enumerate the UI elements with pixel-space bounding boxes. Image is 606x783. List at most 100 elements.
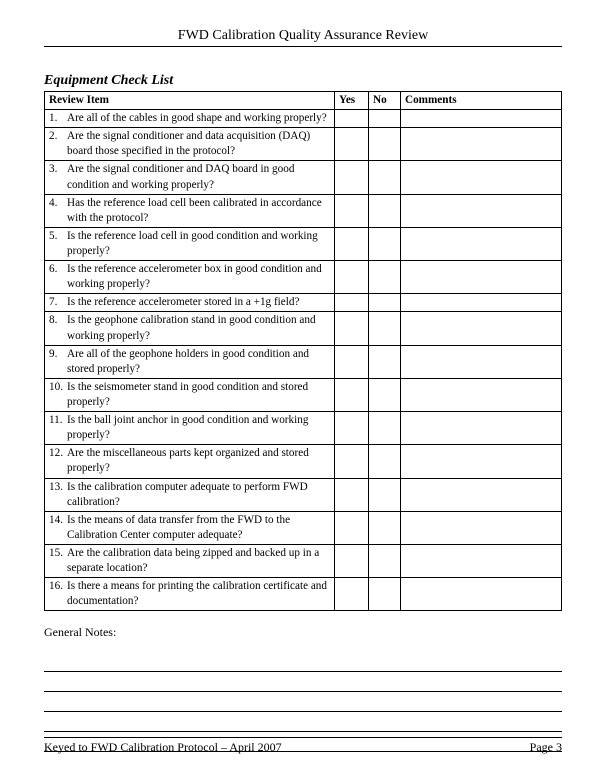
- item-text: Is the reference load cell in good condi…: [67, 229, 330, 259]
- no-cell[interactable]: [369, 110, 401, 128]
- item-text: Are the signal conditioner and data acqu…: [67, 129, 330, 159]
- comments-cell[interactable]: [401, 578, 562, 611]
- no-cell[interactable]: [369, 261, 401, 294]
- yes-cell[interactable]: [335, 445, 369, 478]
- no-cell[interactable]: [369, 227, 401, 260]
- comments-cell[interactable]: [401, 511, 562, 544]
- table-row: 7.Is the reference accelerometer stored …: [45, 294, 562, 312]
- review-item-cell: 4.Has the reference load cell been calib…: [45, 194, 335, 227]
- yes-cell[interactable]: [335, 194, 369, 227]
- review-item-cell: 16.Is there a means for printing the cal…: [45, 578, 335, 611]
- comments-cell[interactable]: [401, 412, 562, 445]
- col-header-item: Review Item: [45, 92, 335, 110]
- review-item-cell: 9.Are all of the geophone holders in goo…: [45, 345, 335, 378]
- yes-cell[interactable]: [335, 128, 369, 161]
- comments-cell[interactable]: [401, 544, 562, 577]
- no-cell[interactable]: [369, 294, 401, 312]
- notes-line[interactable]: [44, 672, 562, 692]
- comments-cell[interactable]: [401, 378, 562, 411]
- review-item-cell: 8.Is the geophone calibration stand in g…: [45, 312, 335, 345]
- yes-cell[interactable]: [335, 378, 369, 411]
- no-cell[interactable]: [369, 578, 401, 611]
- comments-cell[interactable]: [401, 194, 562, 227]
- page-header: FWD Calibration Quality Assurance Review: [44, 28, 562, 47]
- comments-cell[interactable]: [401, 110, 562, 128]
- item-number: 13.: [49, 480, 67, 510]
- comments-cell[interactable]: [401, 294, 562, 312]
- no-cell[interactable]: [369, 544, 401, 577]
- no-cell[interactable]: [369, 128, 401, 161]
- no-cell[interactable]: [369, 511, 401, 544]
- no-cell[interactable]: [369, 345, 401, 378]
- comments-cell[interactable]: [401, 161, 562, 194]
- item-text: Is the reference accelerometer stored in…: [67, 295, 330, 310]
- comments-cell[interactable]: [401, 227, 562, 260]
- item-text: Are all of the cables in good shape and …: [67, 111, 330, 126]
- review-item-cell: 6.Is the reference accelerometer box in …: [45, 261, 335, 294]
- yes-cell[interactable]: [335, 312, 369, 345]
- item-number: 4.: [49, 196, 67, 226]
- item-text: Is the seismometer stand in good conditi…: [67, 380, 330, 410]
- table-row: 14.Is the means of data transfer from th…: [45, 511, 562, 544]
- item-text: Is there a means for printing the calibr…: [67, 579, 330, 609]
- no-cell[interactable]: [369, 161, 401, 194]
- table-row: 10.Is the seismometer stand in good cond…: [45, 378, 562, 411]
- yes-cell[interactable]: [335, 412, 369, 445]
- comments-cell[interactable]: [401, 445, 562, 478]
- table-row: 2.Are the signal conditioner and data ac…: [45, 128, 562, 161]
- item-number: 14.: [49, 513, 67, 543]
- item-number: 8.: [49, 313, 67, 343]
- yes-cell[interactable]: [335, 294, 369, 312]
- notes-line[interactable]: [44, 712, 562, 732]
- page-footer: Keyed to FWD Calibration Protocol – Apri…: [44, 737, 562, 755]
- yes-cell[interactable]: [335, 227, 369, 260]
- item-text: Are the calibration data being zipped an…: [67, 546, 330, 576]
- yes-cell[interactable]: [335, 261, 369, 294]
- notes-line[interactable]: [44, 692, 562, 712]
- item-number: 10.: [49, 380, 67, 410]
- item-number: 2.: [49, 129, 67, 159]
- item-text: Is the means of data transfer from the F…: [67, 513, 330, 543]
- review-item-cell: 5.Is the reference load cell in good con…: [45, 227, 335, 260]
- no-cell[interactable]: [369, 445, 401, 478]
- yes-cell[interactable]: [335, 110, 369, 128]
- table-row: 9.Are all of the geophone holders in goo…: [45, 345, 562, 378]
- review-item-cell: 13.Is the calibration computer adequate …: [45, 478, 335, 511]
- yes-cell[interactable]: [335, 544, 369, 577]
- review-item-cell: 11.Is the ball joint anchor in good cond…: [45, 412, 335, 445]
- yes-cell[interactable]: [335, 345, 369, 378]
- no-cell[interactable]: [369, 378, 401, 411]
- comments-cell[interactable]: [401, 128, 562, 161]
- table-row: 15.Are the calibration data being zipped…: [45, 544, 562, 577]
- review-item-cell: 7.Is the reference accelerometer stored …: [45, 294, 335, 312]
- item-number: 3.: [49, 162, 67, 192]
- item-text: Is the ball joint anchor in good conditi…: [67, 413, 330, 443]
- comments-cell[interactable]: [401, 345, 562, 378]
- table-row: 6.Is the reference accelerometer box in …: [45, 261, 562, 294]
- comments-cell[interactable]: [401, 312, 562, 345]
- no-cell[interactable]: [369, 478, 401, 511]
- yes-cell[interactable]: [335, 478, 369, 511]
- table-row: 12.Are the miscellaneous parts kept orga…: [45, 445, 562, 478]
- yes-cell[interactable]: [335, 578, 369, 611]
- yes-cell[interactable]: [335, 161, 369, 194]
- review-item-cell: 15.Are the calibration data being zipped…: [45, 544, 335, 577]
- item-number: 15.: [49, 546, 67, 576]
- item-text: Is the reference accelerometer box in go…: [67, 262, 330, 292]
- table-row: 3.Are the signal conditioner and DAQ boa…: [45, 161, 562, 194]
- comments-cell[interactable]: [401, 261, 562, 294]
- item-text: Are the miscellaneous parts kept organiz…: [67, 446, 330, 476]
- item-number: 12.: [49, 446, 67, 476]
- comments-cell[interactable]: [401, 478, 562, 511]
- no-cell[interactable]: [369, 312, 401, 345]
- no-cell[interactable]: [369, 412, 401, 445]
- item-number: 16.: [49, 579, 67, 609]
- table-header-row: Review Item Yes No Comments: [45, 92, 562, 110]
- footer-right: Page 3: [530, 740, 562, 755]
- table-row: 4.Has the reference load cell been calib…: [45, 194, 562, 227]
- yes-cell[interactable]: [335, 511, 369, 544]
- footer-left: Keyed to FWD Calibration Protocol – Apri…: [44, 740, 282, 755]
- no-cell[interactable]: [369, 194, 401, 227]
- notes-line[interactable]: [44, 652, 562, 672]
- review-item-cell: 2.Are the signal conditioner and data ac…: [45, 128, 335, 161]
